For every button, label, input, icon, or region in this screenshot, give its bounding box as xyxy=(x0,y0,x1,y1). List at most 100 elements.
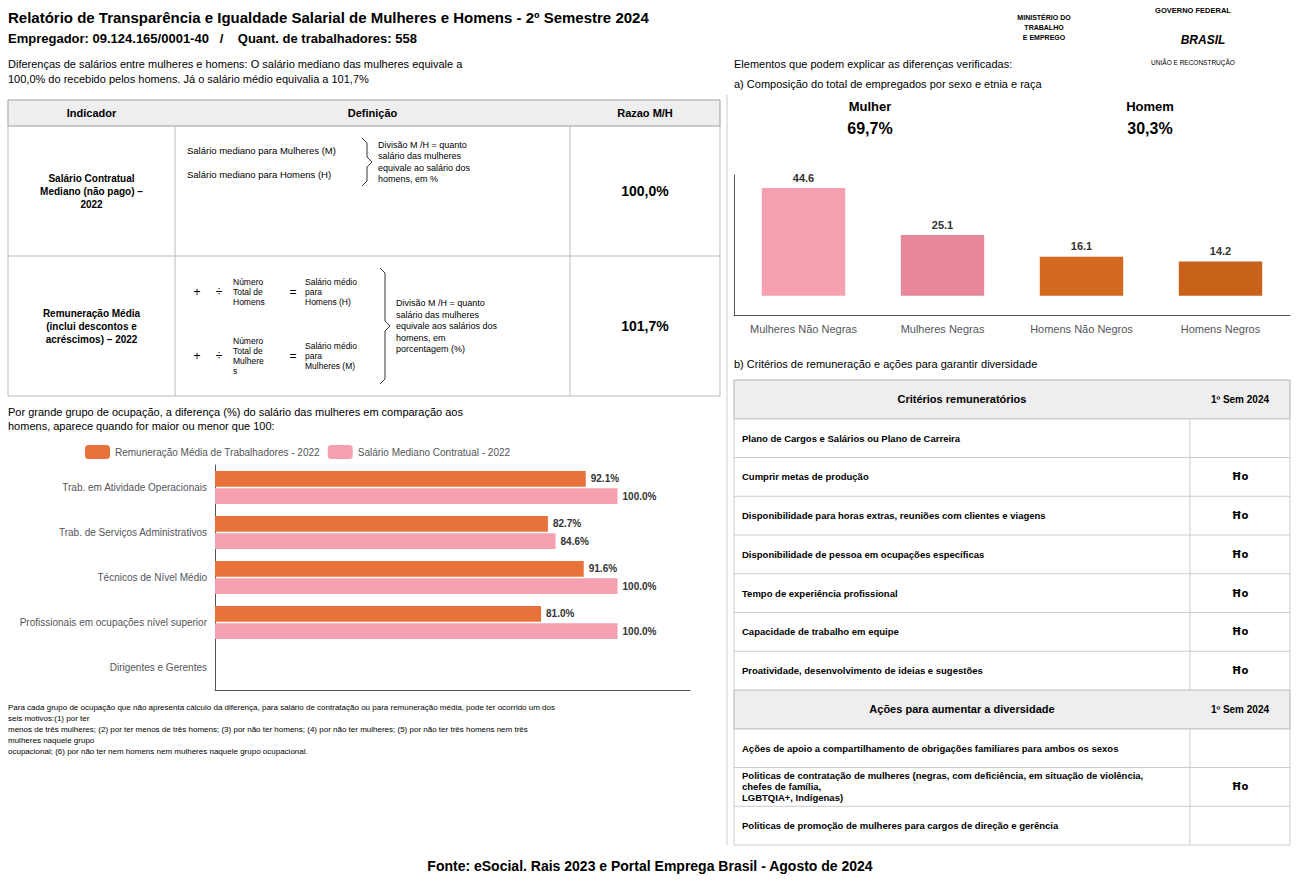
svg-text:Ações de apoio a compartilhame: Ações de apoio a compartilhamento de obr… xyxy=(742,743,1118,754)
svg-text:Salário mediano para Homens (H: Salário mediano para Homens (H) xyxy=(187,169,331,180)
svg-text:Disponibilidade para horas ext: Disponibilidade para horas extras, reuni… xyxy=(742,510,1046,521)
svg-text:44.6: 44.6 xyxy=(793,172,814,184)
svg-text:+: + xyxy=(193,285,200,299)
svg-text:mulheres naquele grupo: mulheres naquele grupo xyxy=(8,736,95,745)
svg-text:30,3%: 30,3% xyxy=(1127,120,1172,137)
svg-text:Divisão M /H = quanto: Divisão M /H = quanto xyxy=(378,140,467,150)
svg-text:homens, em: homens, em xyxy=(396,333,446,343)
svg-text:100.0%: 100.0% xyxy=(623,626,657,637)
svg-text:÷: ÷ xyxy=(216,349,223,363)
svg-text:Relatório de Transparência e I: Relatório de Transparência e Igualdade S… xyxy=(8,9,649,26)
svg-text:16.1: 16.1 xyxy=(1071,240,1092,252)
svg-text:Mediano (não pago) –: Mediano (não pago) – xyxy=(40,186,143,197)
svg-text:Número: Número xyxy=(233,336,264,346)
svg-text:Remuneração Média: Remuneração Média xyxy=(43,308,141,319)
svg-text:chefes de família,: chefes de família, xyxy=(742,781,821,792)
svg-text:84.6%: 84.6% xyxy=(561,536,589,547)
svg-text:Mulher: Mulher xyxy=(849,99,892,114)
svg-text:E EMPREGO: E EMPREGO xyxy=(1023,34,1066,41)
svg-text:Profissionais em ocupações nív: Profissionais em ocupações nível superio… xyxy=(20,617,208,628)
svg-text:Por grande grupo de ocupação,: Por grande grupo de ocupação, a diferenç… xyxy=(8,406,463,418)
svg-text:Trab. em Atividade Operacionai: Trab. em Atividade Operacionais xyxy=(62,482,207,493)
svg-text:101,7%: 101,7% xyxy=(621,318,669,334)
svg-text:Diferenças de salários entre m: Diferenças de salários entre mulheres e … xyxy=(8,58,463,70)
svg-text:Total de: Total de xyxy=(233,346,263,356)
svg-text:TRABALHO: TRABALHO xyxy=(1024,24,1064,31)
svg-text:14.2: 14.2 xyxy=(1210,245,1231,257)
svg-text:Politicas de contratação de mu: Politicas de contratação de mulheres (ne… xyxy=(742,770,1146,781)
svg-text:100.0%: 100.0% xyxy=(623,581,657,592)
svg-text:Homens: Homens xyxy=(233,297,265,307)
svg-text:menos de três mulheres; (2) po: menos de três mulheres; (2) por ter meno… xyxy=(8,725,530,734)
svg-text:Ħo: Ħo xyxy=(1232,665,1249,676)
svg-text:MINISTÉRIO DO: MINISTÉRIO DO xyxy=(1017,13,1071,21)
svg-text:Critérios remuneratórios: Critérios remuneratórios xyxy=(897,393,1026,405)
svg-text:1º Sem 2024: 1º Sem 2024 xyxy=(1211,394,1270,405)
svg-text:equivale aos salários dos: equivale aos salários dos xyxy=(396,321,498,331)
svg-text:Número: Número xyxy=(233,277,264,287)
svg-text:=: = xyxy=(289,349,296,363)
svg-text:para: para xyxy=(305,351,322,361)
svg-text:Homem: Homem xyxy=(1126,99,1174,114)
svg-text:Ħo: Ħo xyxy=(1232,510,1249,521)
svg-text:Tempo de experiência profissio: Tempo de experiência profissional xyxy=(742,588,898,599)
svg-text:Mulheres (M): Mulheres (M) xyxy=(305,361,355,371)
svg-text:Para cada grupo de ocupação qu: Para cada grupo de ocupação que não apre… xyxy=(8,703,557,712)
svg-text:Ħo: Ħo xyxy=(1232,588,1249,599)
svg-text:Homens Negros: Homens Negros xyxy=(1181,323,1261,335)
svg-text:Ħo: Ħo xyxy=(1232,626,1249,637)
svg-text:Fonte: eSocial. Rais 2023 e Po: Fonte: eSocial. Rais 2023 e Portal Empre… xyxy=(427,858,873,874)
svg-text:Plano de Cargos e Salários ou: Plano de Cargos e Salários ou Plano de C… xyxy=(742,433,961,444)
svg-text:91.6%: 91.6% xyxy=(589,563,617,574)
svg-text:salário das mulheres: salário das mulheres xyxy=(396,310,480,320)
svg-text:s: s xyxy=(233,366,237,376)
svg-text:Indicador: Indicador xyxy=(67,107,117,119)
svg-text:seis motivos:(1) por ter: seis motivos:(1) por ter xyxy=(8,714,90,723)
svg-text:Ħo: Ħo xyxy=(1232,549,1249,560)
svg-text:25.1: 25.1 xyxy=(932,219,953,231)
svg-text:BRASIL: BRASIL xyxy=(1181,33,1226,47)
svg-text:(inclui descontos e: (inclui descontos e xyxy=(46,321,137,332)
svg-text:Trab. de Serviços Administrati: Trab. de Serviços Administrativos xyxy=(59,527,207,538)
svg-text:Mulheres Não Negras: Mulheres Não Negras xyxy=(750,323,857,335)
svg-text:Técnicos de Nível Médio: Técnicos de Nível Médio xyxy=(98,572,208,583)
svg-text:GOVERNO FEDERAL: GOVERNO FEDERAL xyxy=(1155,6,1231,15)
svg-text:100.0%: 100.0% xyxy=(623,491,657,502)
svg-text:equivale ao salário dos: equivale ao salário dos xyxy=(378,163,471,173)
svg-text:homens, aparece quando for mai: homens, aparece quando for maior ou meno… xyxy=(8,420,275,432)
svg-text:LGBTQIA+, Indígenas): LGBTQIA+, Indígenas) xyxy=(742,792,843,803)
svg-text:Elementos que podem explicar a: Elementos que podem explicar as diferenç… xyxy=(734,58,1012,70)
svg-text:b) Critérios de remuneração e: b) Critérios de remuneração e ações para… xyxy=(734,358,1037,370)
svg-text:Mulhere: Mulhere xyxy=(233,356,264,366)
svg-text:acréscimos) – 2022: acréscimos) – 2022 xyxy=(46,334,138,345)
svg-text:UNIÃO E RECONSTRUÇÃO: UNIÃO E RECONSTRUÇÃO xyxy=(1151,58,1235,67)
svg-text:Dirigentes e Gerentes: Dirigentes e Gerentes xyxy=(110,662,207,673)
svg-text:92.1%: 92.1% xyxy=(591,473,619,484)
svg-text:Total de: Total de xyxy=(233,287,263,297)
svg-text:Proatividade, desenvolvimento: Proatividade, desenvolvimento de ideias … xyxy=(742,665,983,676)
svg-text:ocupacional; (6) por não ter n: ocupacional; (6) por não ter nem homens … xyxy=(8,747,308,756)
svg-text:Disponibilidade de pessoa em o: Disponibilidade de pessoa em ocupações e… xyxy=(742,549,984,560)
svg-text:Salário Contratual: Salário Contratual xyxy=(48,173,134,184)
svg-text:+: + xyxy=(193,349,200,363)
svg-text:Mulheres Negras: Mulheres Negras xyxy=(901,323,985,335)
svg-text:porcentagem (%): porcentagem (%) xyxy=(396,344,465,354)
svg-text:Politicas de promoção de mulhe: Politicas de promoção de mulheres para c… xyxy=(742,820,1059,831)
svg-text:69,7%: 69,7% xyxy=(847,120,892,137)
svg-text:Salário médio: Salário médio xyxy=(305,277,357,287)
svg-text:Razao M/H: Razao M/H xyxy=(617,107,673,119)
svg-text:Capacidade de trabalho em equi: Capacidade de trabalho em equipe xyxy=(742,626,899,637)
svg-text:Definição: Definição xyxy=(348,107,398,119)
svg-text:Ħo: Ħo xyxy=(1232,471,1249,482)
svg-text:Empregador: 09.124.165/0001-40: Empregador: 09.124.165/0001-40 / Quant. … xyxy=(8,31,417,46)
svg-text:100,0% do recebido pelos homen: 100,0% do recebido pelos homens. Já o sa… xyxy=(8,73,369,85)
svg-text:Cumprir metas de produção: Cumprir metas de produção xyxy=(742,471,869,482)
svg-text:a) Composição do total de empr: a) Composição do total de empregados por… xyxy=(734,78,1042,90)
svg-text:Salário Mediano Contratual - 2: Salário Mediano Contratual - 2022 xyxy=(358,447,511,458)
svg-text:homens, em %: homens, em % xyxy=(378,174,438,184)
svg-text:100,0%: 100,0% xyxy=(621,183,669,199)
svg-text:÷: ÷ xyxy=(216,285,223,299)
svg-text:Divisão M /H = quanto: Divisão M /H = quanto xyxy=(396,298,485,308)
svg-text:1º Sem 2024: 1º Sem 2024 xyxy=(1211,704,1270,715)
svg-text:=: = xyxy=(289,285,296,299)
